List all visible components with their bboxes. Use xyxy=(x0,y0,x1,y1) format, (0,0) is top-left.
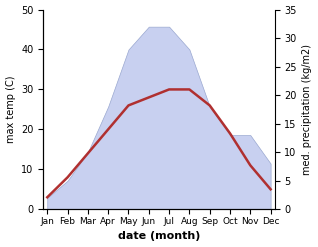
Y-axis label: max temp (C): max temp (C) xyxy=(5,76,16,143)
Y-axis label: med. precipitation (kg/m2): med. precipitation (kg/m2) xyxy=(302,44,313,175)
X-axis label: date (month): date (month) xyxy=(118,231,200,242)
